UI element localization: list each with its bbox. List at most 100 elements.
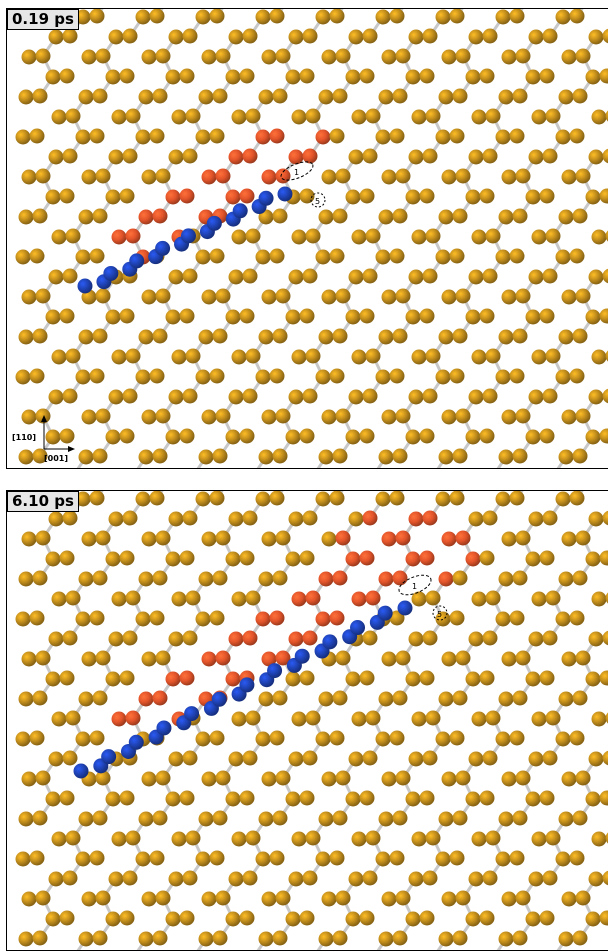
atoms-layer bbox=[15, 491, 608, 952]
atom-bulk bbox=[231, 229, 247, 245]
atom-bulk bbox=[89, 9, 105, 24]
atom-bulk bbox=[588, 269, 604, 285]
atom-bulk bbox=[305, 108, 321, 124]
atom-bulk bbox=[605, 350, 608, 362]
atom-bulk bbox=[558, 691, 574, 707]
atom-bulk bbox=[261, 409, 277, 425]
atom-bulk bbox=[165, 309, 181, 325]
atom-bulk bbox=[209, 368, 225, 384]
atom-bulk bbox=[272, 690, 288, 706]
atom-bulk bbox=[225, 309, 241, 325]
atom-bulk bbox=[231, 591, 247, 607]
atom-bulk bbox=[318, 209, 334, 225]
atom-bulk bbox=[378, 449, 394, 465]
atom-bulk bbox=[332, 930, 348, 946]
atom-bulk bbox=[119, 910, 135, 926]
atom-bulk bbox=[92, 328, 108, 344]
atom-crack-region bbox=[332, 570, 348, 586]
atom-bulk bbox=[602, 870, 608, 886]
atom-bulk bbox=[62, 388, 78, 404]
atom-bulk bbox=[299, 550, 315, 566]
atom-bulk bbox=[542, 630, 558, 646]
atom-bulk bbox=[558, 931, 574, 947]
atom-bulk bbox=[515, 890, 531, 906]
atom-bulk bbox=[345, 671, 361, 687]
atom-bulk bbox=[395, 168, 411, 184]
atom-bulk bbox=[546, 469, 561, 470]
atom-bulk bbox=[525, 309, 541, 325]
atom-bulk bbox=[332, 328, 348, 344]
atom-bulk bbox=[329, 850, 345, 866]
atom-bulk bbox=[89, 248, 105, 264]
atom-bulk bbox=[272, 208, 288, 224]
atom-bulk bbox=[21, 169, 37, 185]
atom-crack-region bbox=[215, 168, 231, 184]
atom-bulk bbox=[29, 730, 45, 746]
atom-bulk bbox=[119, 68, 135, 84]
atom-bulk bbox=[501, 891, 517, 907]
atom-bulk bbox=[275, 770, 291, 786]
atom-crack-region bbox=[138, 209, 154, 225]
atom-bulk bbox=[291, 229, 307, 245]
atom-bulk bbox=[138, 931, 154, 947]
atom-bulk bbox=[179, 790, 195, 806]
atom-bulk bbox=[479, 670, 495, 686]
atom-bulk bbox=[588, 29, 604, 45]
atom-bulk bbox=[32, 690, 48, 706]
atom-bulk bbox=[426, 951, 441, 952]
atom-crack-region bbox=[318, 571, 334, 587]
atom-bulk bbox=[186, 469, 201, 470]
atom-bulk bbox=[302, 388, 318, 404]
atom-bulk bbox=[408, 751, 424, 767]
atom-bulk bbox=[179, 308, 195, 324]
atom-bulk bbox=[51, 109, 67, 125]
atom-bulk bbox=[65, 590, 81, 606]
atom-bulk bbox=[209, 850, 225, 866]
atom-bulk bbox=[32, 930, 48, 946]
atom-bulk bbox=[119, 550, 135, 566]
atom-bulk bbox=[285, 671, 301, 687]
atom-bulk bbox=[359, 68, 375, 84]
atom-bulk bbox=[569, 491, 585, 506]
atom-bulk bbox=[171, 831, 187, 847]
atom-bulk bbox=[525, 429, 541, 445]
atom-bulk bbox=[138, 811, 154, 827]
atom-bulk bbox=[78, 209, 94, 225]
atom-bulk bbox=[239, 910, 255, 926]
atom-bulk bbox=[306, 469, 321, 470]
atom-bulk bbox=[89, 730, 105, 746]
atom-bulk bbox=[155, 650, 171, 666]
atom-bulk bbox=[482, 268, 498, 284]
atom-bulk bbox=[195, 731, 211, 747]
atom-bulk bbox=[426, 469, 441, 470]
atom-bulk bbox=[452, 88, 468, 104]
atom-bulk bbox=[185, 108, 201, 124]
atom-bulk bbox=[108, 631, 124, 647]
atom-bulk bbox=[561, 49, 577, 65]
atom-bulk bbox=[588, 871, 604, 887]
atom-crack-region bbox=[465, 551, 481, 567]
atom-bulk bbox=[32, 328, 48, 344]
atom-bulk bbox=[269, 730, 285, 746]
atom-bulk bbox=[359, 670, 375, 686]
atom-bulk bbox=[62, 630, 78, 646]
atom-bulk bbox=[198, 449, 214, 465]
atom-bulk bbox=[246, 469, 261, 470]
atom-bulk bbox=[108, 871, 124, 887]
atoms-layer bbox=[15, 9, 608, 470]
atom-bulk bbox=[381, 409, 397, 425]
atom-bulk bbox=[602, 750, 608, 766]
atom-crack-region bbox=[242, 148, 258, 164]
atom-bulk bbox=[209, 248, 225, 264]
atom-bulk bbox=[125, 830, 141, 846]
atom-bulk bbox=[539, 670, 555, 686]
annotation-5: 5 bbox=[315, 197, 320, 206]
atom-bulk bbox=[75, 611, 91, 627]
atom-bulk bbox=[381, 169, 397, 185]
atom-bulk bbox=[411, 109, 427, 125]
atom-bulk bbox=[185, 348, 201, 364]
atom-crack-path bbox=[294, 648, 310, 664]
atom-bulk bbox=[168, 269, 184, 285]
atom-bulk bbox=[195, 129, 211, 145]
atom-bulk bbox=[335, 168, 351, 184]
